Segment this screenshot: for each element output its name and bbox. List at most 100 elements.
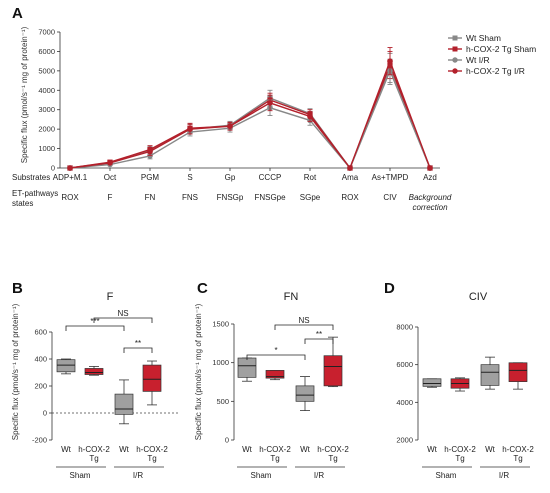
box-1: [265, 370, 285, 379]
series-line-3: [69, 59, 431, 170]
legend-label-0: Wt Sham: [466, 33, 501, 43]
panel-d-title: CIV: [469, 291, 488, 303]
panel-a-states-row: ROX F FN FNS FNSGp FNSGpe SGpe ROX CIV Background…: [61, 193, 452, 212]
significance-label: *: [274, 346, 277, 355]
panel-a-y-tick-label: 1000: [38, 144, 55, 153]
panel-c-y-axis-label: Specific flux (pmol/s⁻¹ mg of protein⁻¹): [194, 303, 203, 440]
series-line-1: [69, 63, 431, 170]
y-tick-label: 8000: [396, 323, 413, 332]
y-tick-label: 400: [34, 355, 47, 364]
category-label: h-COX-2: [259, 445, 291, 454]
box-1: [84, 368, 104, 375]
category-label: h-COX-2: [444, 445, 476, 454]
category-label: Wt: [119, 445, 130, 454]
y-tick-label: 600: [34, 328, 47, 337]
significance-label: **: [135, 339, 141, 348]
panel-label-b: B: [12, 280, 23, 297]
legend-label-1: h-COX-2 Tg Sham: [466, 44, 536, 54]
significance-bracket: [246, 354, 306, 360]
category-label: Tg: [270, 454, 279, 463]
panel-a-y-tick-label: 2000: [38, 125, 55, 134]
category-label: Wt: [300, 445, 311, 454]
substrate-label: ADP+M.1: [53, 173, 88, 182]
legend-marker-circle: [452, 57, 458, 63]
data-point-circle: [187, 126, 193, 132]
box-2: [295, 385, 315, 402]
category-label: h-COX-2: [317, 445, 349, 454]
data-point-circle: [227, 123, 233, 130]
panel-label-a: A: [12, 5, 23, 22]
category-label: Tg: [328, 454, 337, 463]
substrate-label: Rot: [304, 173, 317, 182]
panel-a-y-tick-label: 7000: [38, 28, 55, 37]
state-label: F: [108, 193, 113, 202]
substrate-label: CCCP: [259, 173, 282, 182]
y-tick-label: 6000: [396, 360, 413, 369]
group-label-ir: I/R: [499, 471, 509, 480]
y-tick-label: 1500: [212, 320, 229, 329]
legend-marker-circle: [452, 68, 458, 74]
group-label-ir: I/R: [133, 471, 143, 480]
box-0: [237, 357, 257, 378]
group-label-ir: I/R: [314, 471, 324, 480]
significance-bracket: [123, 347, 153, 353]
data-point-circle: [67, 165, 73, 171]
panel-c-title: FN: [284, 291, 299, 303]
panel-b-y-axis-label: Specific flux (pmol/s⁻¹ mg of protein⁻¹): [11, 303, 20, 440]
significance-bracket: [93, 317, 153, 323]
panel-a-axes: 0 1000 2000 3000 4000 5000 6000 7000: [38, 28, 440, 173]
substrate-label: Ama: [342, 173, 359, 182]
legend-marker-square: [452, 46, 458, 52]
panel-a-series: [67, 47, 433, 171]
category-label: Tg: [89, 454, 98, 463]
panel-label-c: C: [197, 280, 208, 297]
legend-label-2: Wt I/R: [466, 55, 490, 65]
data-point-circle: [267, 100, 273, 106]
box-3: [142, 364, 162, 392]
legend-marker-square: [452, 35, 458, 41]
state-label: FNSGpe: [254, 193, 286, 202]
y-tick-label: 0: [225, 436, 229, 445]
box-0: [56, 359, 76, 373]
y-tick-label: 2000: [396, 436, 413, 445]
category-label: Wt: [61, 445, 72, 454]
category-label: h-COX-2: [136, 445, 168, 454]
panel-label-d: D: [384, 280, 395, 297]
substrate-label: PGM: [141, 173, 160, 182]
panel-a-y-tick-label: 6000: [38, 47, 55, 56]
substrate-label: Gp: [225, 173, 236, 182]
state-label: CIV: [383, 193, 397, 202]
panel-a-y-tick-label: 4000: [38, 86, 55, 95]
y-tick-label: 4000: [396, 398, 413, 407]
state-label: SGpe: [300, 193, 321, 202]
states-row-label-line2: states: [12, 199, 33, 208]
category-label: Wt: [242, 445, 253, 454]
significance-bracket: [304, 338, 334, 344]
y-tick-label: 0: [43, 409, 47, 418]
y-tick-label: 200: [34, 382, 47, 391]
significance-label: **: [316, 330, 322, 339]
box-2: [114, 393, 134, 415]
states-row-label-line1: ET-pathways: [12, 189, 58, 198]
box-3: [508, 362, 528, 382]
panel-a: A Specific flux (pmol/s⁻¹ mg of protein⁻…: [12, 5, 536, 212]
state-label: Background: [409, 193, 452, 202]
category-label: h-COX-2: [502, 445, 534, 454]
panel-c: C FN Specific flux (pmol/s⁻¹ mg of prote…: [194, 280, 349, 480]
significance-bracket: [274, 324, 334, 330]
data-point-circle: [347, 165, 353, 171]
box-0: [422, 378, 442, 387]
state-label: ROX: [341, 193, 359, 202]
substrate-label: As+TMPD: [372, 173, 409, 182]
data-point-circle: [307, 113, 313, 120]
data-point-circle: [427, 165, 433, 171]
category-label: h-COX-2: [78, 445, 110, 454]
significance-label: NS: [117, 309, 128, 318]
significance-bracket: [65, 325, 125, 331]
category-label: Tg: [513, 454, 522, 463]
data-point-circle: [147, 148, 153, 155]
group-label-sham: Sham: [70, 471, 91, 480]
